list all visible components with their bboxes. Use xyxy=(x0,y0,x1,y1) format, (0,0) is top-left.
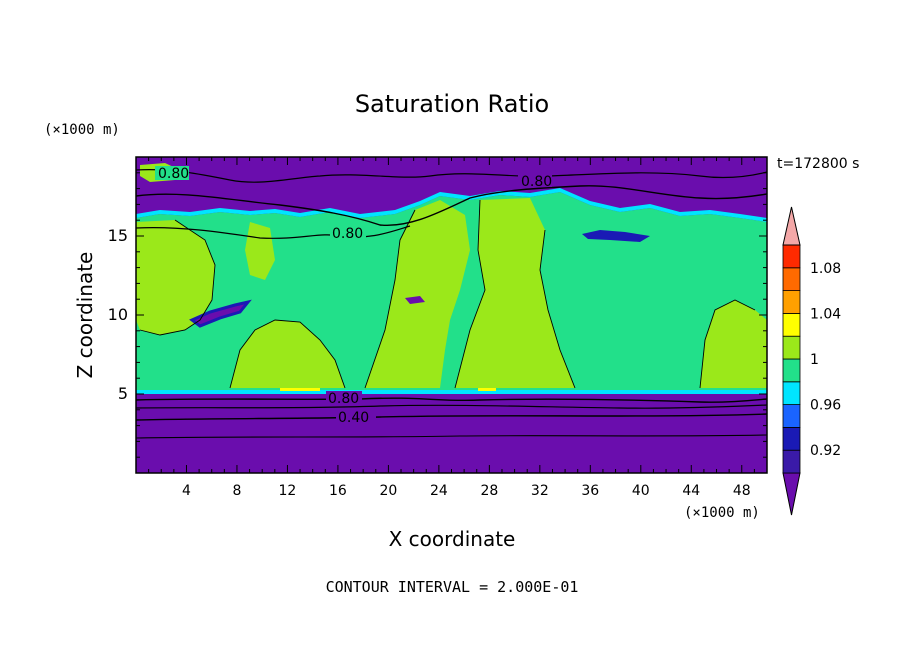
band-100-102-a xyxy=(136,220,215,335)
x-tick-label: 36 xyxy=(581,483,599,499)
contour-cloud-inner-d xyxy=(539,229,576,389)
colorbar-bin xyxy=(782,381,801,405)
colorbar: 0.92 0.96 1 1.04 1.08 xyxy=(782,206,841,516)
colorbar-bin xyxy=(782,290,801,314)
x-tick-label: 12 xyxy=(279,483,297,499)
band-096-098-top xyxy=(136,188,767,222)
y-unit-label: (×1000 m) xyxy=(44,122,120,138)
contour-lines xyxy=(136,169,767,439)
x-tick-label: 32 xyxy=(531,483,549,499)
y-tick-label: 15 xyxy=(108,226,128,245)
contour-label-4: 0.80 xyxy=(328,391,359,407)
x-tick-label: 48 xyxy=(733,483,751,499)
colorbar-bin xyxy=(782,267,801,291)
contour-upper-080 xyxy=(136,185,767,227)
contour-upper-top xyxy=(136,169,767,183)
contour-label-bg-2 xyxy=(518,173,552,187)
contour-label-bg-3 xyxy=(330,226,366,240)
colorbar-tick-label: 0.92 xyxy=(810,443,841,459)
x-tick-label: 20 xyxy=(379,483,397,499)
band-100-102-e xyxy=(455,198,575,388)
contour-cloud-inner-b xyxy=(364,209,416,389)
colorbar-max-arrow xyxy=(782,206,801,246)
x-axis-ticks: 4 8 12 16 20 24 28 32 36 40 44 48 xyxy=(148,157,755,499)
band-102-104-streak-a xyxy=(280,388,320,391)
x-tick-label: 8 xyxy=(232,483,241,499)
dry-pocket-left xyxy=(189,299,252,328)
contour-label-3: 0.80 xyxy=(332,226,363,242)
contour-surface-080 xyxy=(136,397,767,403)
contour-label-bg-1 xyxy=(155,166,189,180)
contour-surface-020 xyxy=(136,434,767,439)
colorbar-min-arrow xyxy=(782,472,801,516)
contour-cloud-top xyxy=(136,225,411,239)
colorbar-tick-label: 0.96 xyxy=(810,398,841,414)
colorbar-bin xyxy=(782,426,801,451)
colorbar-bin xyxy=(782,244,801,269)
chart-title: Saturation Ratio xyxy=(355,90,549,118)
colorbar-bin xyxy=(782,358,801,383)
x-tick-label: 16 xyxy=(329,483,347,499)
contour-surface-040 xyxy=(136,413,767,421)
colorbar-bin xyxy=(782,404,801,428)
colorbar-tick-label: 1.04 xyxy=(810,306,841,322)
x-unit-label: (×1000 m) xyxy=(684,505,760,521)
colorbar-tick-label: 1 xyxy=(810,352,819,368)
x-axis-label: X coordinate xyxy=(389,527,516,551)
contour-cloud-inner-c xyxy=(454,199,486,389)
x-tick-label: 40 xyxy=(632,483,650,499)
dry-pocket-right xyxy=(582,230,650,242)
contour-label-5: 0.40 xyxy=(338,410,369,426)
contour-label-1: 0.80 xyxy=(158,166,189,182)
colorbar-bin xyxy=(782,335,801,360)
contour-interval-footer: CONTOUR INTERVAL = 2.000E-01 xyxy=(326,578,579,596)
x-tick-label: 24 xyxy=(430,483,448,499)
x-tick-label: 28 xyxy=(480,483,498,499)
y-axis-ticks: 5 10 15 xyxy=(108,172,767,458)
band-096-098-bottom xyxy=(136,390,767,394)
y-tick-label: 5 xyxy=(118,384,128,403)
contour-label-bg-4 xyxy=(326,391,362,405)
colorbar-bin xyxy=(782,449,801,474)
contour-cloud-inner-e xyxy=(699,299,756,389)
contour-cloud-inner-a xyxy=(229,319,346,389)
contour-label-2: 0.80 xyxy=(521,174,552,190)
y-tick-label: 10 xyxy=(108,305,128,324)
band-100-102-c xyxy=(365,200,470,388)
contour-cloud-inner-f xyxy=(139,219,216,336)
contour-surface-060 xyxy=(136,404,767,409)
y-axis-label: Z coordinate xyxy=(73,252,97,379)
contour-label-bg-5 xyxy=(336,410,376,424)
time-label: t=172800 s xyxy=(777,156,859,172)
dry-pocket-mid xyxy=(405,296,425,304)
saturation-field: 0.80 0.80 0.80 0.80 0.40 xyxy=(136,157,767,473)
band-102-104-streak-b xyxy=(478,388,496,391)
x-tick-label: 44 xyxy=(682,483,700,499)
colorbar-bin xyxy=(782,312,801,337)
band-100-102-f xyxy=(700,300,767,388)
x-tick-label: 4 xyxy=(182,483,191,499)
colorbar-tick-label: 1.08 xyxy=(810,261,841,277)
contour-label-group: 0.80 0.80 0.80 0.80 0.40 xyxy=(155,166,552,426)
